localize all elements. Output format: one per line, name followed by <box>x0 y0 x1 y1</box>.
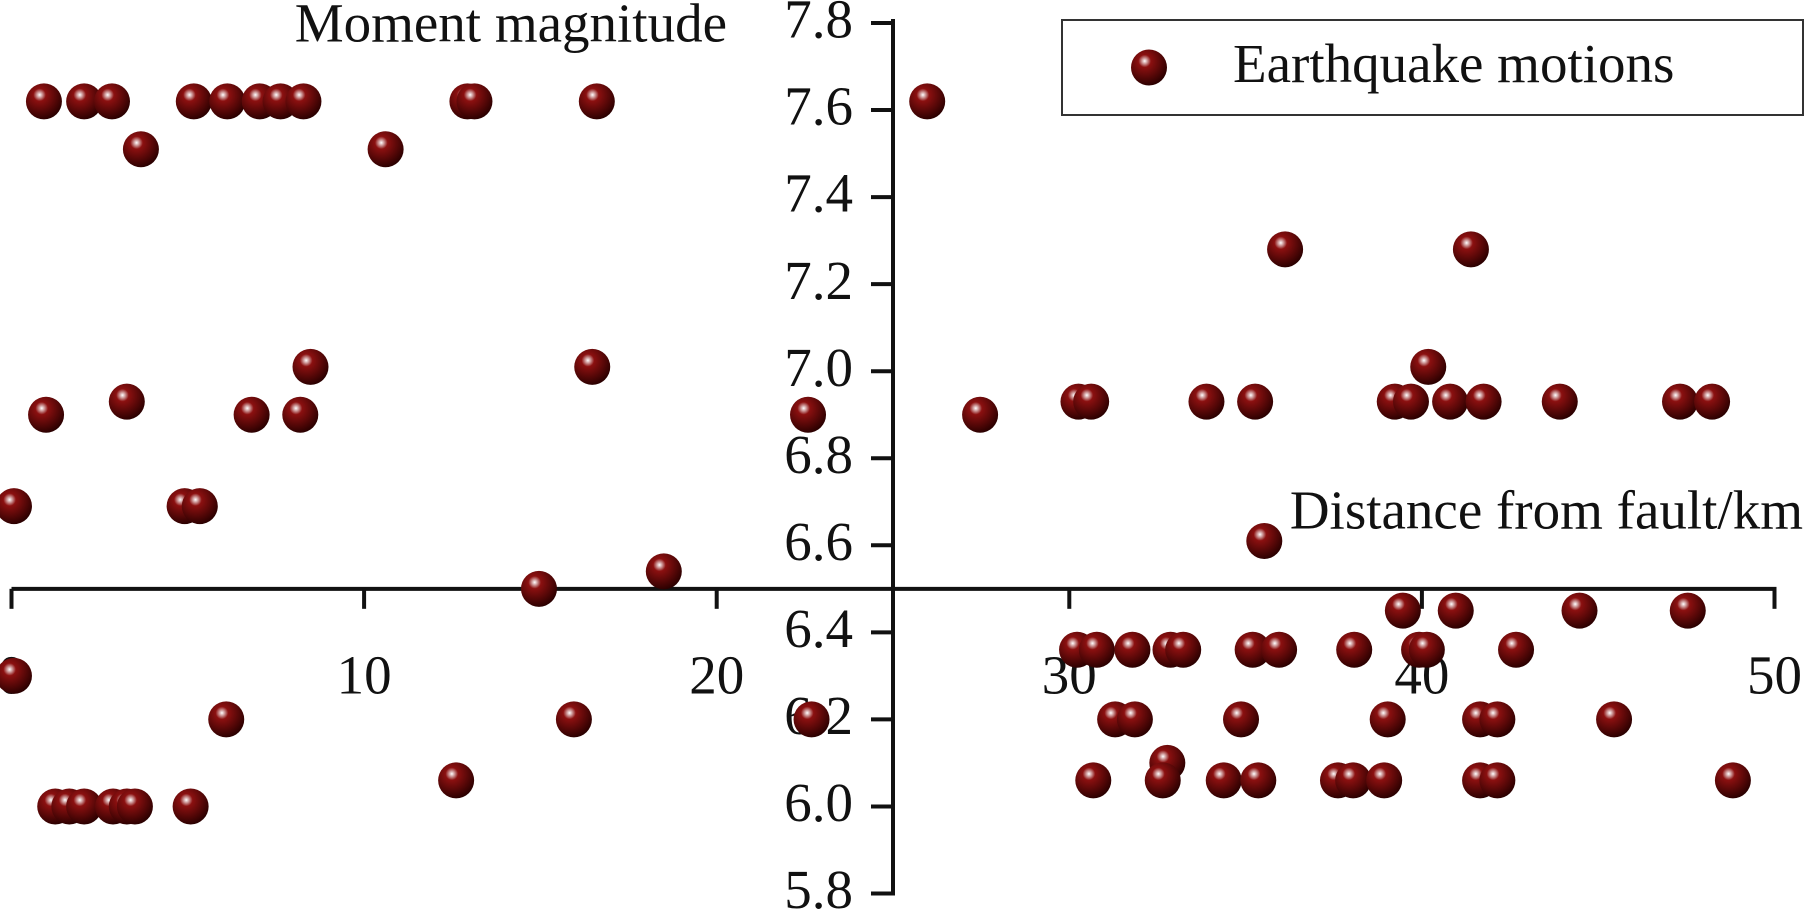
data-point <box>208 701 245 738</box>
y-tick-label: 7.8 <box>784 0 853 50</box>
x-tick-label: 10 <box>337 644 392 705</box>
legend-box <box>1061 19 1804 116</box>
data-point <box>555 701 592 738</box>
data-point <box>66 788 103 825</box>
data-point <box>1073 383 1110 420</box>
data-point <box>1267 231 1304 268</box>
data-point <box>1246 522 1283 559</box>
data-point <box>1479 762 1516 799</box>
data-point <box>285 83 322 120</box>
data-point <box>1432 383 1469 420</box>
data-point <box>1144 762 1181 799</box>
data-point <box>108 383 145 420</box>
data-point <box>1188 383 1225 420</box>
data-point <box>1541 383 1578 420</box>
data-point <box>172 788 209 825</box>
data-point <box>1366 762 1403 799</box>
data-point <box>1369 701 1406 738</box>
data-point <box>66 83 103 120</box>
data-point <box>520 570 557 607</box>
data-point <box>25 83 62 120</box>
data-point <box>28 396 65 433</box>
y-tick-label: 7.0 <box>784 337 853 398</box>
data-point <box>181 488 218 525</box>
data-point <box>93 83 130 120</box>
data-point <box>574 348 611 385</box>
data-point <box>909 83 946 120</box>
data-point <box>116 788 153 825</box>
x-tick-label: 20 <box>689 644 744 705</box>
data-point <box>1392 383 1429 420</box>
data-point <box>1078 631 1115 668</box>
data-point <box>1465 383 1502 420</box>
y-tick-label: 6.8 <box>784 424 853 485</box>
y-tick-label: 7.6 <box>784 76 853 137</box>
y-tick-label: 5.8 <box>784 859 853 916</box>
y-axis-title: Moment magnitude <box>295 0 727 54</box>
data-point <box>1384 592 1421 629</box>
y-tick-label: 6.6 <box>784 511 853 572</box>
data-point <box>1336 631 1373 668</box>
data-point <box>0 657 32 694</box>
data-point <box>1165 631 1202 668</box>
data-point <box>1694 383 1731 420</box>
data-point <box>233 396 270 433</box>
data-point <box>1261 631 1298 668</box>
data-point <box>962 396 999 433</box>
data-point <box>1452 231 1489 268</box>
data-point <box>438 762 475 799</box>
y-tick-label: 7.2 <box>784 250 853 311</box>
y-tick-label: 7.4 <box>784 163 853 224</box>
x-axis-title: Distance from fault/km <box>1290 480 1803 541</box>
data-point <box>1662 383 1699 420</box>
data-point <box>1240 762 1277 799</box>
data-point <box>1114 631 1151 668</box>
data-point <box>292 348 329 385</box>
data-point <box>1223 701 1260 738</box>
data-point <box>1498 631 1535 668</box>
data-point <box>0 488 32 525</box>
data-point <box>1335 762 1372 799</box>
data-point <box>1237 383 1274 420</box>
data-point <box>578 83 615 120</box>
data-point <box>1116 701 1153 738</box>
data-point <box>1410 348 1447 385</box>
data-point <box>1596 701 1633 738</box>
data-point <box>367 131 404 168</box>
data-point <box>1479 701 1516 738</box>
data-point <box>1205 762 1242 799</box>
data-point <box>790 396 827 433</box>
y-tick-label: 6.4 <box>784 598 853 659</box>
data-point <box>456 83 493 120</box>
data-point <box>1408 631 1445 668</box>
legend-marker <box>1131 49 1167 86</box>
x-tick-label: 50 <box>1747 644 1802 705</box>
data-point <box>122 131 159 168</box>
data-point <box>1714 762 1751 799</box>
data-point <box>1234 631 1271 668</box>
legend-label: Earthquake motions <box>1233 33 1674 94</box>
data-point <box>282 396 319 433</box>
data-point <box>793 701 830 738</box>
data-point <box>1561 592 1598 629</box>
data-point <box>645 553 682 590</box>
y-tick-label: 6.0 <box>784 772 853 833</box>
data-point <box>175 83 212 120</box>
data-point <box>1437 592 1474 629</box>
data-point <box>209 83 246 120</box>
data-point <box>1669 592 1706 629</box>
data-point <box>1075 762 1112 799</box>
